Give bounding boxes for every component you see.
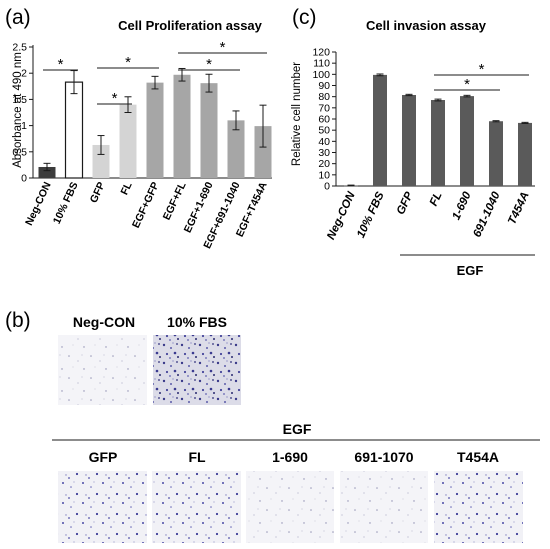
panel-c-group-label: EGF (457, 263, 484, 278)
panel-a-bar (119, 104, 137, 178)
panel-c-y-tick-label: 60 (318, 114, 330, 126)
panel-c-error-bar (376, 73, 384, 77)
panel-a-y-tick-label: 1.5 (12, 94, 27, 106)
panel-c-category-label: Neg-CON (325, 190, 358, 242)
panel-c-bar (402, 94, 416, 186)
panel-a-significance-star: * (58, 56, 64, 73)
panel-a-category-label: EGF+FL (161, 180, 189, 222)
panel-a-bar (254, 126, 272, 178)
panel-c-y-tick-label: 50 (318, 125, 330, 137)
panel-a-error-bar (124, 96, 132, 113)
panel-c-category-label: GFP (395, 190, 416, 217)
micrograph-t454a (434, 471, 523, 543)
panel-c-y-tick-label: 120 (312, 47, 330, 59)
panel-c-category-label: 1-690 (450, 190, 474, 222)
panel-c-bar (460, 96, 474, 186)
panel-c-error-bar (463, 94, 471, 98)
panel-a-bar (64, 81, 84, 179)
panel-a-y-tick-label: 1 (21, 120, 27, 132)
panel-a-category-label: GFP (88, 180, 108, 205)
micrograph-691-1070 (340, 471, 428, 543)
panel-a-category-label: FL (118, 180, 135, 197)
panel-a-chart: (a) Cell Proliferation assay Absorbance … (5, 6, 272, 251)
panel-c-chart: (c) Cell invasion assay Relative cell nu… (291, 6, 535, 278)
panel-a-y-axis-label: Absorbance at 490 nm (12, 52, 24, 168)
panel-a-significance-star: * (125, 54, 131, 71)
panel-a-significance-star: * (206, 56, 212, 73)
panel-c-significance-star: * (479, 61, 485, 78)
panel-c-y-tick-label: 30 (318, 147, 330, 159)
micrograph-neg-con (58, 335, 147, 405)
panel-c-bar (489, 121, 503, 186)
image-label-10-fbs: 10% FBS (167, 314, 227, 330)
panel-a-error-bar (70, 70, 78, 95)
panel-a-y-tick-label: 2.5 (12, 42, 27, 54)
panel-b-label: (b) (5, 309, 31, 332)
panel-c-error-bar (405, 93, 413, 97)
micrograph-fl (152, 471, 241, 543)
micrograph-gfp (58, 471, 147, 543)
panel-a-bar (227, 120, 245, 178)
panel-c-label: (c) (292, 6, 317, 29)
panel-c-significance-star: * (464, 76, 470, 93)
panel-c-y-tick-label: 80 (318, 91, 330, 103)
micrograph-1-690 (246, 471, 334, 543)
panel-a-bar (92, 144, 110, 178)
panel-a-category-label: Neg-CON (23, 180, 54, 227)
panel-a-y-tick-label: 2 (21, 68, 27, 80)
panel-c-y-tick-label: 20 (318, 158, 330, 170)
panel-c-y-tick-label: 100 (312, 69, 330, 81)
panel-a-y-tick-label: 0 (21, 173, 27, 185)
panel-c-bar (431, 100, 445, 186)
panel-c-y-tick-label: 90 (318, 80, 330, 92)
panel-a-error-bar (259, 104, 267, 148)
panel-c-y-axis-label: Relative cell number (291, 62, 303, 166)
panel-a-y-tick-label: 0.5 (12, 146, 27, 158)
panel-c-y-tick-label: 110 (313, 58, 330, 70)
panel-c-error-bar (492, 120, 500, 123)
panel-c-y-tick-label: 10 (318, 169, 330, 181)
panel-c-error-bar (347, 184, 355, 187)
image-label-1-690: 1-690 (272, 449, 308, 465)
panel-a-error-bar (232, 110, 240, 131)
panel-c-category-label: T454A (506, 190, 531, 226)
image-label-neg-con: Neg-CON (73, 314, 135, 330)
panel-a-bar (146, 82, 164, 178)
panel-a-significance-star: * (112, 90, 118, 107)
panel-a-error-bar (178, 67, 186, 82)
micrograph-10-fbs (153, 335, 241, 405)
image-label-fl: FL (188, 449, 206, 465)
panel-c-category-label: 691-1040 (471, 190, 503, 240)
image-label-t454a: T454A (457, 449, 499, 465)
panel-a-bar (200, 83, 218, 178)
panel-a-bar (173, 74, 191, 178)
panel-a-error-bar (97, 135, 105, 155)
panel-a-error-bar (43, 162, 51, 172)
panel-c-y-tick-label: 0 (324, 181, 330, 193)
panel-c-y-tick-label: 70 (318, 102, 330, 114)
panel-c-bar (518, 122, 532, 186)
panel-c-error-bar (521, 121, 529, 124)
image-label-gfp: GFP (89, 449, 118, 465)
image-label-691-1070: 691-1070 (354, 449, 413, 465)
panel-a-error-bar (205, 73, 213, 93)
panel-c-category-label: FL (428, 190, 445, 208)
panel-a-bar (38, 166, 56, 178)
panel-c-y-tick-label: 40 (318, 136, 330, 148)
panel-c-category-label: 10% FBS (355, 190, 387, 240)
panel-c-title: Cell invasion assay (366, 18, 487, 33)
panel-a-category-label: 10% FBS (51, 180, 81, 226)
panel-b-images: (b) Neg-CON 10% FBS EGF GFP FL 1-690 691… (5, 309, 540, 543)
panel-a-error-bar (151, 75, 159, 90)
panel-a-title: Cell Proliferation assay (118, 18, 263, 33)
panel-a-label: (a) (5, 6, 31, 29)
panel-a-category-label: EGF+GFP (130, 180, 162, 230)
panel-a-significance-star: * (220, 39, 226, 56)
panel-c-bar (373, 74, 387, 186)
image-group-label-egf: EGF (283, 421, 312, 437)
panel-c-error-bar (434, 98, 442, 102)
